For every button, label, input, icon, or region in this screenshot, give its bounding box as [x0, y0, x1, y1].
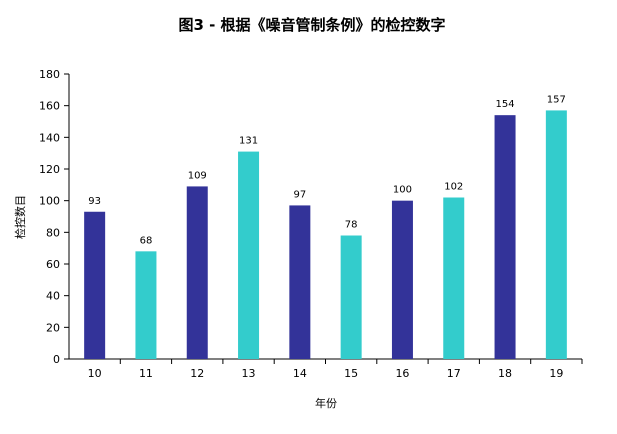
data-label: 78 [345, 220, 358, 231]
data-label: 97 [293, 189, 306, 200]
y-tick-label: 160 [39, 100, 60, 113]
y-tick-label: 180 [39, 68, 60, 81]
chart-title: 图3 - 根据《噪音管制条例》的检控数字 [178, 16, 445, 34]
y-tick-label: 20 [46, 321, 60, 334]
data-label: 157 [547, 94, 566, 105]
y-tick-label: 80 [46, 226, 60, 239]
y-tick-label: 100 [39, 195, 60, 208]
bar-15 [340, 235, 362, 359]
y-tick-label: 120 [39, 163, 60, 176]
x-tick-label: 13 [242, 367, 256, 380]
bar-16 [391, 200, 413, 359]
x-tick-label: 15 [344, 367, 358, 380]
data-label: 100 [393, 185, 412, 196]
x-tick-label: 10 [88, 367, 102, 380]
bar-12 [186, 186, 208, 359]
x-tick-label: 19 [549, 367, 563, 380]
bar-13 [238, 151, 260, 359]
x-tick-label: 11 [139, 367, 153, 380]
y-tick-label: 40 [46, 290, 60, 303]
y-tick-label: 60 [46, 258, 60, 271]
data-label: 93 [88, 196, 101, 207]
bar-14 [289, 205, 311, 359]
x-tick-label: 16 [395, 367, 409, 380]
data-label: 154 [496, 99, 515, 110]
x-tick-label: 14 [293, 367, 307, 380]
bar-18 [494, 115, 516, 360]
data-label: 109 [188, 170, 207, 181]
data-label: 68 [140, 235, 153, 246]
bar-10 [84, 211, 106, 359]
y-tick-label: 140 [39, 131, 60, 144]
bar-17 [443, 197, 465, 359]
bar-11 [135, 251, 157, 359]
bar-19 [545, 110, 567, 360]
x-tick-label: 18 [498, 367, 512, 380]
x-axis-label: 年份 [315, 396, 337, 410]
x-tick-label: 17 [447, 367, 461, 380]
data-label: 102 [444, 182, 463, 193]
data-label: 131 [239, 136, 258, 147]
x-tick-label: 12 [190, 367, 204, 380]
y-tick-label: 0 [53, 353, 60, 366]
y-axis-label: 检控数目 [13, 195, 27, 239]
